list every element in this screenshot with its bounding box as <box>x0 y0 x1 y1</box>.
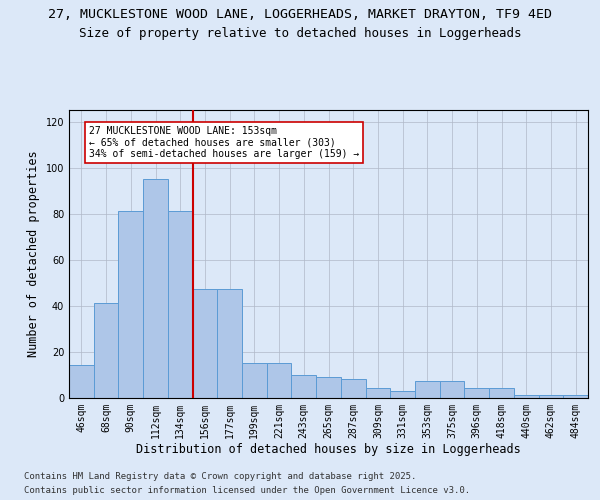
Bar <box>489 388 514 398</box>
Bar <box>94 303 118 398</box>
Bar <box>539 395 563 398</box>
Bar <box>514 395 539 398</box>
Text: Size of property relative to detached houses in Loggerheads: Size of property relative to detached ho… <box>79 28 521 40</box>
Text: Contains public sector information licensed under the Open Government Licence v3: Contains public sector information licen… <box>24 486 470 495</box>
Text: Contains HM Land Registry data © Crown copyright and database right 2025.: Contains HM Land Registry data © Crown c… <box>24 472 416 481</box>
Bar <box>415 382 440 398</box>
Bar <box>69 366 94 398</box>
Y-axis label: Number of detached properties: Number of detached properties <box>27 150 40 357</box>
Bar <box>242 363 267 398</box>
Bar <box>464 388 489 398</box>
Bar <box>217 290 242 398</box>
X-axis label: Distribution of detached houses by size in Loggerheads: Distribution of detached houses by size … <box>136 443 521 456</box>
Bar <box>292 374 316 398</box>
Text: 27, MUCKLESTONE WOOD LANE, LOGGERHEADS, MARKET DRAYTON, TF9 4ED: 27, MUCKLESTONE WOOD LANE, LOGGERHEADS, … <box>48 8 552 20</box>
Bar <box>143 179 168 398</box>
Bar <box>316 377 341 398</box>
Text: 27 MUCKLESTONE WOOD LANE: 153sqm
← 65% of detached houses are smaller (303)
34% : 27 MUCKLESTONE WOOD LANE: 153sqm ← 65% o… <box>89 126 359 160</box>
Bar <box>168 211 193 398</box>
Bar <box>193 290 217 398</box>
Bar <box>267 363 292 398</box>
Bar <box>341 379 365 398</box>
Bar <box>390 390 415 398</box>
Bar <box>563 395 588 398</box>
Bar <box>365 388 390 398</box>
Bar <box>118 211 143 398</box>
Bar <box>440 382 464 398</box>
